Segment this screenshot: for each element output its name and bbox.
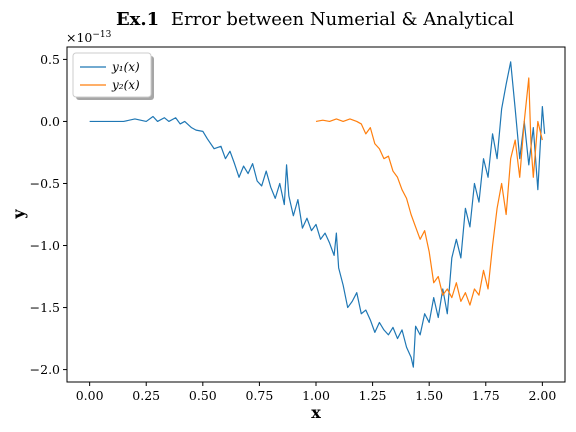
y-multiplier-exp: −13 xyxy=(92,30,111,40)
legend-box xyxy=(72,52,152,98)
x-tick-label: 1.75 xyxy=(472,388,500,403)
x-tick-label: 0.00 xyxy=(76,388,104,403)
x-tick-label: 1.50 xyxy=(415,388,443,403)
x-tick-label: 1.00 xyxy=(302,388,330,403)
y-axis-label: y xyxy=(9,209,28,220)
y-tick-label: −1.5 xyxy=(30,300,60,315)
legend: y₁(x) y₂(x) xyxy=(72,52,154,100)
y-tick-label: 0.5 xyxy=(40,52,60,67)
legend-label-y1: y₁(x) xyxy=(111,60,140,74)
svg-text:Ex.1 Error between Numer: Ex.1 Error between Numerial & Analytical xyxy=(116,9,514,30)
series-line-y2 xyxy=(315,77,543,306)
y-multiplier-base: ×10 xyxy=(66,30,92,45)
chart-title: Ex.1 Error between Numerial & Analytical xyxy=(116,9,514,30)
x-tick-label: 1.25 xyxy=(359,388,387,403)
chart-title-rest: Error between Numerial & Analytical xyxy=(171,9,514,30)
x-tick-label: 0.50 xyxy=(189,388,217,403)
svg-text:×10−13: ×10−13 xyxy=(66,30,112,45)
plot-area xyxy=(89,61,546,368)
series-line-y1 xyxy=(89,61,546,368)
y-tick-label: 0.0 xyxy=(40,114,60,129)
chart-title-bold: Ex.1 xyxy=(116,9,159,30)
x-tick-label: 2.00 xyxy=(528,388,556,403)
x-tick-label: 0.25 xyxy=(132,388,160,403)
x-axis-label: x xyxy=(311,403,321,422)
plot-frame xyxy=(66,46,566,383)
y-tick-label: −1.0 xyxy=(30,238,60,253)
x-tick-label: 0.75 xyxy=(245,388,273,403)
legend-label-y2: y₂(x) xyxy=(111,78,140,92)
axis-ticks: 0.00 0.25 0.50 0.75 1.00 1.25 1.50 1.75 2.00 0.5 0… xyxy=(30,52,557,403)
y-multiplier: ×10−13 xyxy=(66,30,112,45)
y-tick-label: −0.5 xyxy=(30,176,60,191)
y-tick-label: −2.0 xyxy=(30,362,60,377)
